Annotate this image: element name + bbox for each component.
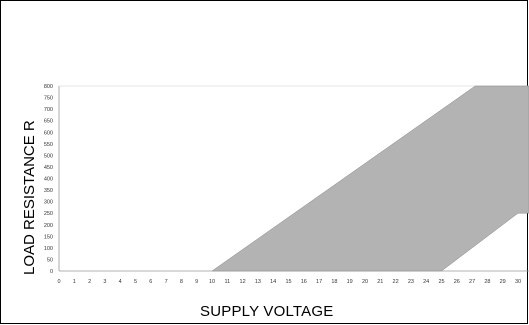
x-tick-label: 8 <box>180 279 183 285</box>
y-tick-label: 400 <box>44 177 53 183</box>
y-tick-label: 550 <box>44 142 53 148</box>
x-tick-label: 11 <box>224 279 230 285</box>
y-tick-label: 350 <box>44 188 53 194</box>
x-tick-label: 30 <box>515 279 521 285</box>
y-tick-label: 200 <box>44 223 53 229</box>
y-tick-label: 150 <box>44 234 53 240</box>
x-tick-label: 4 <box>119 279 122 285</box>
x-tick-label: 7 <box>165 279 168 285</box>
y-axis-label: LOAD RESISTANCE R <box>21 120 38 275</box>
y-tick-label: 650 <box>44 119 53 125</box>
x-tick-label: 6 <box>149 279 152 285</box>
x-tick-label: 3 <box>103 279 106 285</box>
y-tick-label: 100 <box>44 246 53 252</box>
x-axis-label: SUPPLY VOLTAGE <box>200 303 334 320</box>
x-tick-label: 15 <box>285 279 291 285</box>
y-tick-label: 800 <box>44 84 53 90</box>
x-tick-label: 13 <box>255 279 261 285</box>
x-tick-label: 20 <box>362 279 368 285</box>
x-tick-label: 26 <box>454 279 460 285</box>
x-tick-label: 18 <box>331 279 337 285</box>
y-tick-label: 700 <box>44 107 53 113</box>
y-tick-label: 500 <box>44 153 53 159</box>
x-tick-label: 22 <box>393 279 399 285</box>
x-tick-label: 27 <box>469 279 475 285</box>
x-tick-label: 2 <box>88 279 91 285</box>
x-tick-label: 10 <box>209 279 215 285</box>
x-tick-label: 14 <box>270 279 276 285</box>
y-tick-labels: 0 50 100 150 200 250 300 350 400 450 500 550 600 650 7… <box>44 84 53 275</box>
x-tick-label: 28 <box>484 279 490 285</box>
y-tick-label: 450 <box>44 165 53 171</box>
x-tick-label: 9 <box>195 279 198 285</box>
y-tick-label: 250 <box>44 211 53 217</box>
x-tick-label: 29 <box>500 279 506 285</box>
x-tick-label: 17 <box>316 279 322 285</box>
x-tick-label: 5 <box>134 279 137 285</box>
x-tick-label: 16 <box>301 279 307 285</box>
x-tick-labels: 0 1 2 3 4 5 6 7 8 9 10 11 12 13 14 15 16 17 18 19 20 21 22 23 24… <box>57 279 521 285</box>
x-tick-label: 25 <box>438 279 444 285</box>
y-tick-label: 0 <box>50 269 53 275</box>
x-tick-label: 0 <box>57 279 60 285</box>
x-tick-label: 21 <box>377 279 383 285</box>
x-tick-label: 12 <box>240 279 246 285</box>
operating-region <box>211 85 529 272</box>
x-tick-label: 19 <box>347 279 353 285</box>
y-tick-label: 300 <box>44 200 53 206</box>
y-tick-label: 50 <box>47 257 53 263</box>
x-tick-label: 23 <box>408 279 414 285</box>
x-tick-label: 1 <box>73 279 76 285</box>
y-tick-label: 750 <box>44 96 53 102</box>
x-tick-label: 24 <box>423 279 429 285</box>
y-tick-label: 600 <box>44 130 53 136</box>
